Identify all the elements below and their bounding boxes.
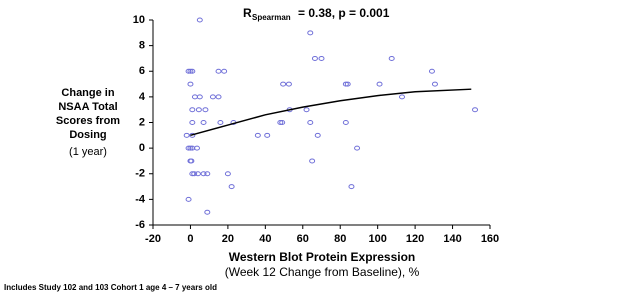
point [307,120,314,125]
point [191,171,198,177]
point [280,81,287,87]
y-tick-label: 2 [139,116,145,128]
point [348,184,355,190]
point [376,81,383,87]
x-tick-label: 0 [187,233,193,245]
point [193,145,200,151]
point [314,132,321,138]
point [185,196,192,202]
point [224,171,231,177]
title-rest: = 0.38, p = 0.001 [298,6,390,20]
y-label: Dosing [69,129,106,141]
y-tick-label: 0 [139,142,145,154]
point [472,107,479,113]
point [191,94,198,100]
point [200,120,207,125]
y-tick-label: 6 [139,65,145,77]
x-tick-label: 140 [443,233,461,245]
y-tick-label: -6 [135,219,145,231]
point [221,68,228,74]
y-label: Change in [61,87,114,99]
title-sub: Spearman [252,13,291,22]
x-tick-label: 160 [481,233,499,245]
point [195,107,202,113]
point [311,55,318,61]
point [189,120,196,125]
y-label: Scores from [56,115,120,127]
point [285,81,292,87]
y-tick-label: 8 [139,40,145,52]
y-tick-label: -2 [135,168,145,180]
point [354,145,361,151]
point [431,81,438,87]
point [215,68,222,74]
y-tick-label: -4 [135,193,146,205]
point [228,184,235,190]
x-label: Western Blot Protein Expression [229,250,416,264]
point [264,132,271,138]
point [202,107,209,113]
point [254,132,261,138]
x-label: (Week 12 Change from Baseline), % [225,265,420,279]
x-tick-label: 60 [297,233,309,245]
point [204,209,211,215]
point [279,120,286,125]
x-tick-label: 20 [222,233,234,245]
point [189,68,196,74]
point [344,81,351,87]
point [307,30,314,36]
point [188,158,195,164]
point [309,158,316,164]
footnote: Includes Study 102 and 103 Cohort 1 age … [4,283,217,292]
point [215,94,222,100]
point [342,120,349,125]
point [194,171,201,177]
point [318,55,325,61]
point [217,120,224,125]
point [209,94,216,100]
y-label: (1 year) [69,146,107,158]
point [204,171,211,177]
point [428,68,435,74]
point [200,171,207,177]
point [196,94,203,100]
x-tick-label: 40 [259,233,271,245]
y-label: NSAA Total [58,101,117,113]
point [183,132,190,138]
x-tick-label: -20 [145,233,161,245]
point [399,94,406,100]
x-tick-label: 120 [406,233,424,245]
y-tick-label: 10 [133,14,145,26]
trend-line [190,88,472,137]
point [388,55,395,61]
title-main: R [243,6,252,20]
x-tick-label: 80 [334,233,346,245]
x-tick-label: 100 [368,233,386,245]
point [189,132,196,138]
y-tick-label: 4 [139,91,146,103]
point [303,107,310,113]
point [189,107,196,113]
point [187,81,194,87]
point [196,17,203,23]
